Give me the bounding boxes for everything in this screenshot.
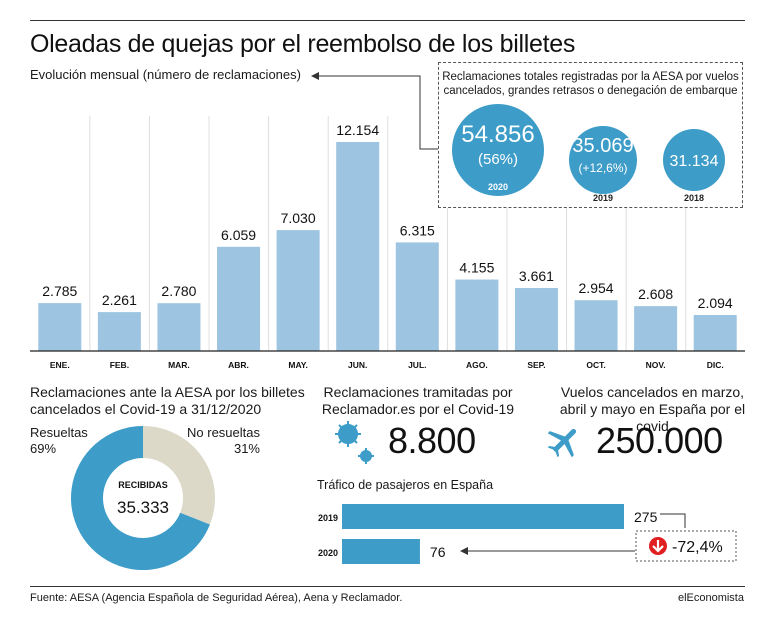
monthly-subtitle: Evolución mensual (número de reclamacion… (30, 67, 301, 82)
flights-value: 250.000 (596, 420, 723, 461)
bar-sep (514, 288, 558, 351)
resolved-pct: 69% (30, 441, 57, 456)
unresolved-legend: No resueltas 31% (160, 425, 260, 457)
bar-value-label: 3.661 (519, 268, 554, 284)
monthly-bar-chart: 2.785 2.261 2.780 6.059 7.030 12.154 6.315 4.15… (30, 72, 745, 370)
bubble-2020 (452, 104, 544, 196)
bar-may (276, 230, 320, 351)
month-tick-label: OCT. (586, 360, 605, 370)
donut-chart: RECIBIDAS 35.333 (70, 426, 215, 570)
bar-mar (157, 303, 201, 351)
connector-arrow (315, 75, 438, 150)
footer-brand: elEconomista (677, 592, 744, 604)
bubble-2020-year: 2020 (488, 182, 508, 192)
bubble-2020-value: 54.856 (461, 121, 534, 148)
donut-title-line1: Reclamaciones ante la AESA por los bille… (30, 384, 305, 400)
unresolved-label: No resueltas (187, 425, 260, 440)
resolved-label: Resueltas (30, 425, 88, 440)
bar-feb (97, 312, 141, 351)
month-tick-label: ABR. (228, 360, 249, 370)
bar-value-label: 7.030 (281, 210, 316, 226)
bubble-2018 (663, 129, 725, 191)
bar-value-label: 12.154 (336, 122, 379, 138)
reclamador-title-line1: Reclamaciones tramitadas por (323, 384, 513, 400)
top-rule (30, 20, 745, 21)
bar-value-label: 2.261 (102, 292, 137, 308)
traffic-year-label: 2020 (318, 548, 338, 558)
month-tick-label: SEP. (527, 360, 545, 370)
flights-title: Vuelos cancelados en marzo, abril y mayo… (545, 384, 760, 435)
arrow-head-icon (311, 72, 319, 80)
traffic-bar-2019 (342, 504, 624, 529)
traffic-arrow-head-icon (460, 547, 468, 555)
donut-slice-unresolved (143, 426, 215, 525)
bubble-2019-pct: (+12,6%) (578, 161, 627, 175)
traffic-connector (660, 513, 686, 528)
bubble-2019-value: 35.069 (572, 135, 633, 157)
bubble-2019-year: 2019 (593, 193, 613, 203)
month-tick-label: AGO. (466, 360, 488, 370)
traffic-bar-chart: 2019 275 2020 76 -72,4% (318, 504, 737, 564)
bar-value-label: 4.155 (459, 260, 494, 276)
bar-value-label: 2.608 (638, 286, 673, 302)
bubble-2018-year: 2018 (684, 193, 704, 203)
change-value: -72,4% (672, 539, 723, 556)
bar-value-label: 2.785 (42, 283, 77, 299)
donut-center-value: 35.333 (117, 498, 169, 517)
month-tick-label: DIC. (707, 360, 724, 370)
bar-value-label: 2.780 (161, 283, 196, 299)
bar-value-label: 2.094 (698, 295, 733, 311)
bar-jun (336, 142, 380, 351)
traffic-bar-2020 (342, 539, 420, 564)
bubble-2019 (569, 126, 637, 194)
traffic-value-label: 275 (634, 509, 658, 525)
flights-title-line2: abril y mayo en España por el covid (559, 401, 746, 434)
bar-jul (395, 242, 439, 351)
bar-nov (634, 306, 678, 351)
donut-title-line2: cancelados el Covid-19 a 31/12/2020 (30, 401, 262, 417)
totals-heading-line1: Reclamaciones totales registradas por la… (442, 71, 739, 83)
month-tick-label: JUN. (348, 360, 367, 370)
totals-bubbles: 54.856 (56%) 2020 35.069 (+12,6%) 2019 3… (452, 104, 725, 203)
resolved-legend: Resueltas 69% (30, 425, 88, 457)
bar-ago (455, 279, 499, 351)
virus-icon (335, 421, 374, 464)
reclamador-title: Reclamaciones tramitadas por Reclamador.… (318, 384, 518, 418)
bar-ene (38, 303, 82, 351)
bar-value-label: 6.315 (400, 222, 435, 238)
bar-value-label: 6.059 (221, 227, 256, 243)
traffic-value-label: 76 (430, 544, 446, 560)
bar-dic (693, 314, 737, 351)
traffic-year-label: 2019 (318, 513, 338, 523)
flights-title-line1: Vuelos cancelados en marzo, (560, 384, 745, 400)
donut-slice-resolved (70, 426, 210, 570)
traffic-title: Tráfico de pasajeros en España (317, 478, 494, 492)
bar-value-label: 2.954 (579, 280, 614, 296)
month-tick-label: NOV. (646, 360, 666, 370)
page-title: Oleadas de quejas por el reembolso de lo… (30, 30, 576, 58)
donut-title: Reclamaciones ante la AESA por los bille… (30, 384, 305, 418)
month-tick-label: MAY. (288, 360, 308, 370)
airplane-icon (547, 428, 577, 458)
bar-oct (574, 300, 618, 351)
footer-source: Fuente: AESA (Agencia Española de Seguri… (30, 592, 403, 604)
reclamador-value: 8.800 (388, 420, 476, 461)
totals-heading: Reclamaciones totales registradas por la… (440, 70, 741, 98)
month-tick-label: MAR. (168, 360, 190, 370)
month-tick-label: JUL. (408, 360, 426, 370)
unresolved-pct: 31% (233, 441, 260, 456)
bubble-2020-pct: (56%) (478, 151, 518, 168)
donut-center-label: RECIBIDAS (118, 480, 168, 490)
month-tick-label: FEB. (110, 360, 129, 370)
month-tick-label: ENE. (50, 360, 70, 370)
bubble-2018-value: 31.134 (670, 153, 719, 170)
reclamador-title-line2: Reclamador.es por el Covid-19 (321, 401, 515, 417)
totals-heading-line2: cancelados, grandes retrasos o denegació… (443, 85, 738, 97)
bottom-rule (30, 586, 745, 587)
bar-abr (217, 246, 261, 351)
